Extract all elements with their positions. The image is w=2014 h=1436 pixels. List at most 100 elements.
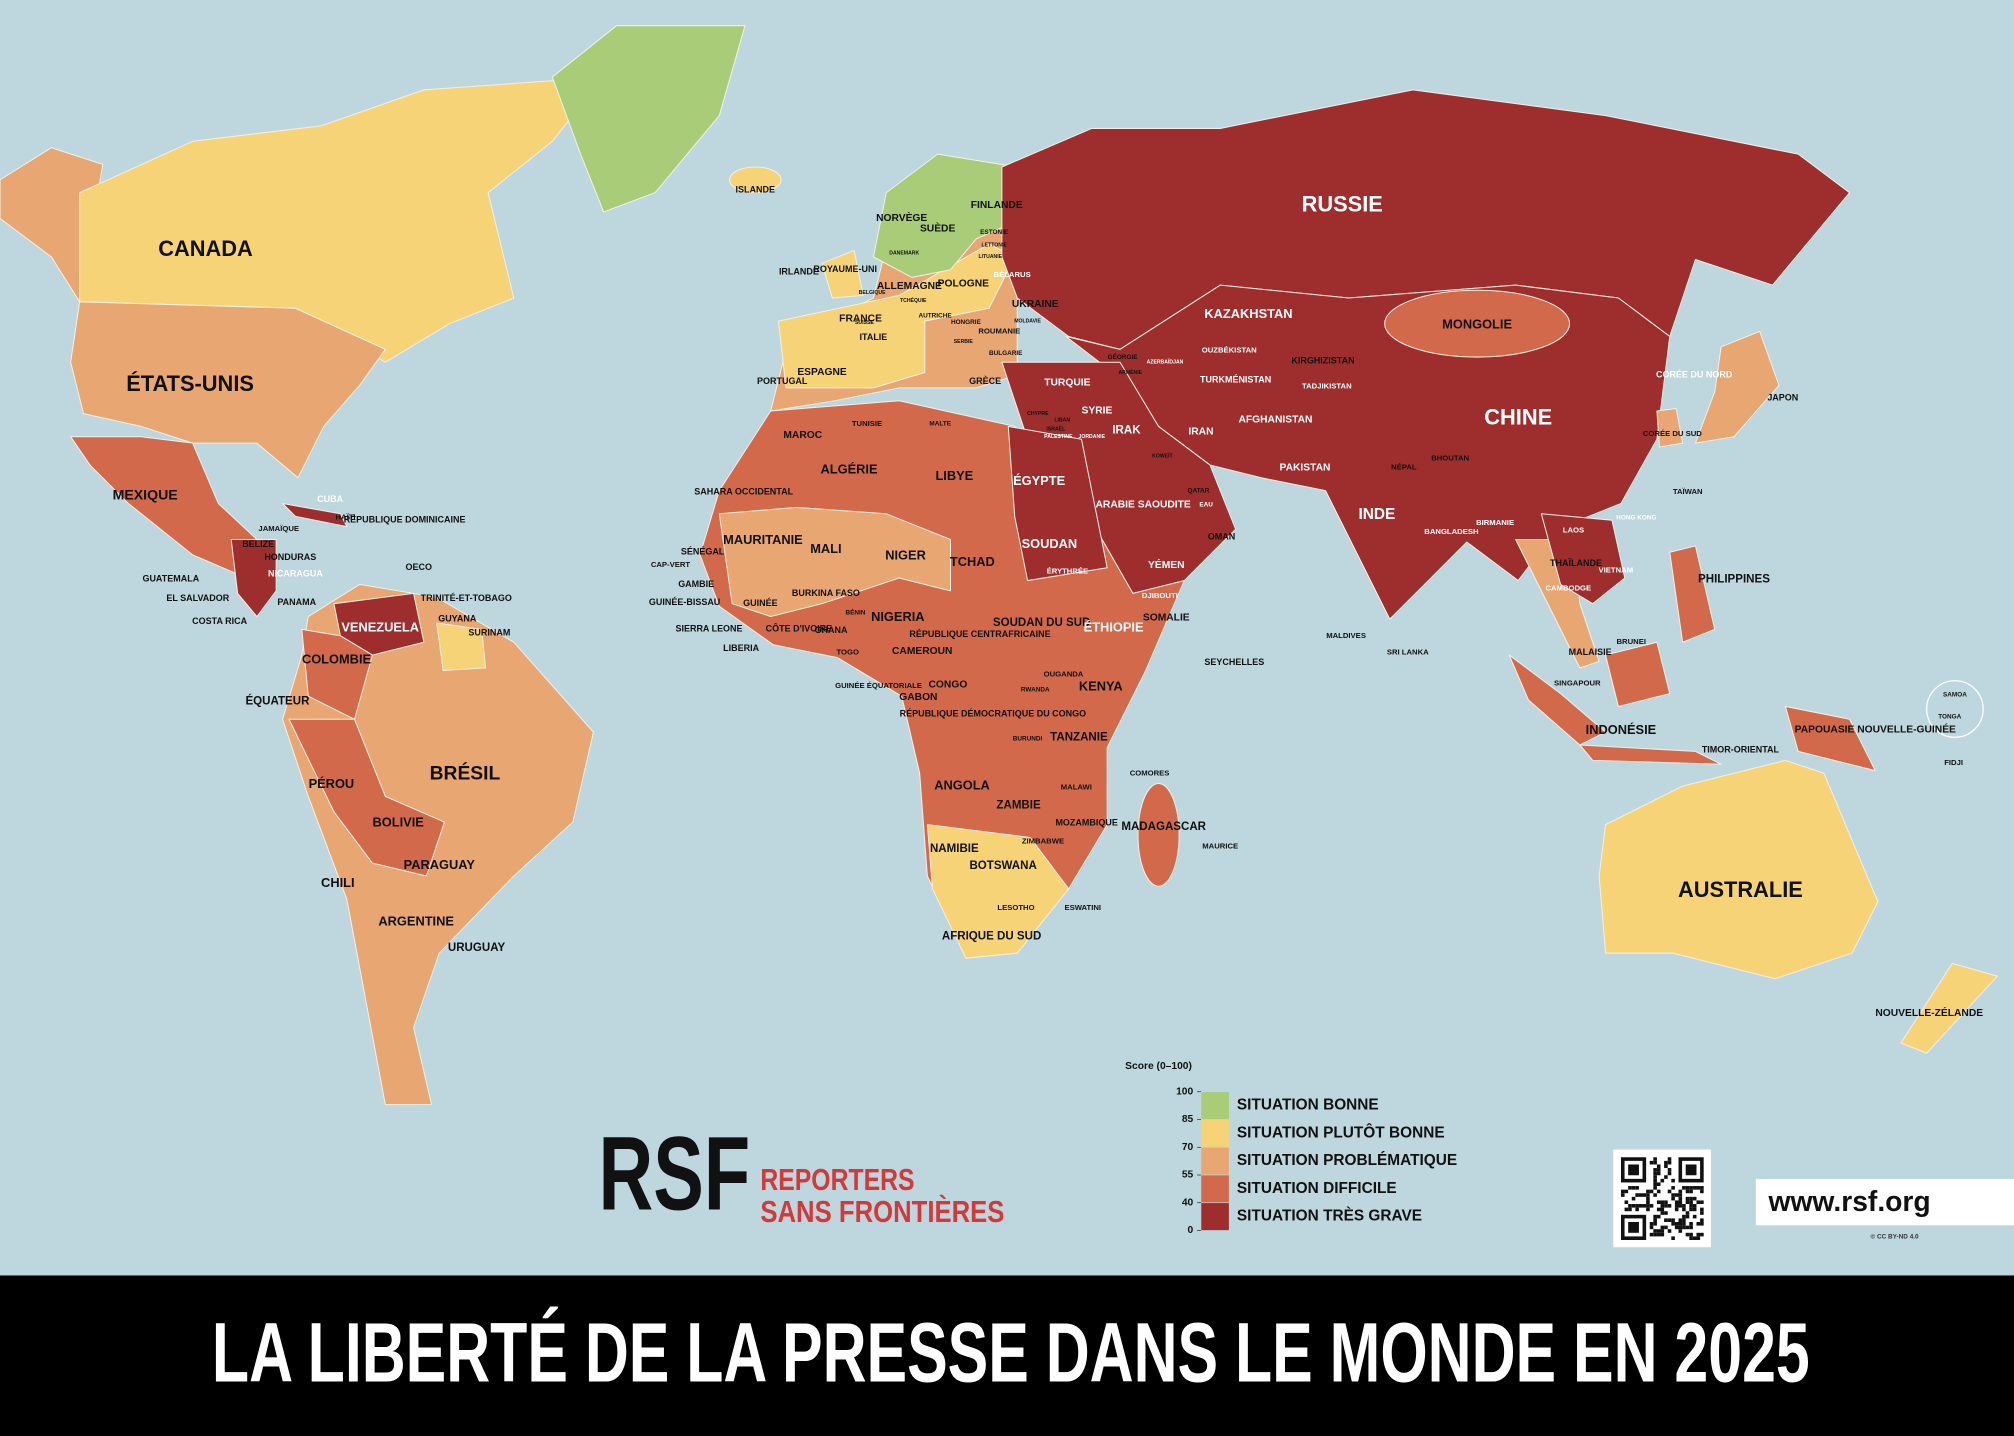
- country-label: PORTUGAL: [757, 376, 808, 386]
- logo-line2: SANS FRONTIÈRES: [760, 1194, 1004, 1229]
- country-label: NICARAGUA: [268, 569, 323, 579]
- country-label: MALAWI: [1061, 782, 1092, 791]
- country-label: GABON: [899, 692, 937, 703]
- qr-module: [1682, 1186, 1686, 1190]
- country-label: CAP-VERT: [651, 560, 691, 569]
- qr-module: [1664, 1175, 1668, 1179]
- country-label: ROUMANIE: [978, 326, 1020, 335]
- qr-module: [1646, 1193, 1650, 1197]
- country-label: BÉLARUS: [994, 270, 1031, 279]
- country-label: MOLDAVIE: [1014, 318, 1041, 324]
- qr-module: [1656, 1168, 1661, 1172]
- country-label: BOLIVIE: [373, 815, 425, 830]
- country-label: BRUNEI: [1616, 637, 1645, 646]
- rsf-logo: RSF REPORTERS SANS FRONTIÈRES: [599, 1116, 1005, 1233]
- country-label: ZIMBABWE: [1022, 836, 1064, 845]
- country-label: BIRMANIE: [1476, 518, 1514, 527]
- qr-module: [1635, 1204, 1639, 1208]
- australia: [1598, 759, 1879, 980]
- country-label: FIDJI: [1944, 758, 1963, 767]
- country-label: BURKINA FASO: [792, 588, 860, 598]
- qr-module: [1700, 1200, 1704, 1205]
- country-label: BANGLADESH: [1424, 527, 1479, 536]
- java: [1579, 744, 1722, 765]
- qr-module: [1689, 1225, 1693, 1230]
- country-label: COLOMBIE: [302, 652, 372, 667]
- qr-module: [1700, 1211, 1704, 1215]
- qr-module: [1653, 1214, 1657, 1219]
- qr-module: [1635, 1186, 1639, 1190]
- country-label: PAKISTAN: [1280, 462, 1331, 473]
- legend-swatch: [1200, 1174, 1230, 1204]
- qr-module: [1656, 1229, 1661, 1233]
- qr-module: [1638, 1204, 1643, 1208]
- legend-tick-label: 100: [1176, 1086, 1193, 1097]
- qr-module: [1667, 1168, 1672, 1172]
- qr-module: [1653, 1175, 1657, 1179]
- qr-module: [1678, 1196, 1683, 1201]
- south-korea: [1656, 407, 1684, 448]
- country-label: CANADA: [158, 236, 253, 261]
- country-label: PANAMA: [277, 597, 316, 607]
- qr-module: [1678, 1189, 1683, 1194]
- qr-module: [1631, 1204, 1636, 1208]
- country-label: TANZANIE: [1050, 731, 1108, 743]
- qr-module: [1692, 1186, 1697, 1190]
- qr-module: [1667, 1189, 1672, 1194]
- qr-module: [1667, 1157, 1672, 1161]
- qr-module: [1678, 1218, 1683, 1223]
- country-label: LESOTHO: [997, 903, 1034, 912]
- page-title: LA LIBERTÉ DE LA PRESSE DANS LE MONDE EN…: [212, 1304, 1810, 1399]
- qr-module: [1631, 1196, 1636, 1201]
- country-label: GUINÉE: [743, 597, 777, 608]
- country-label: VENEZUELA: [341, 619, 419, 634]
- qr-module: [1628, 1207, 1632, 1212]
- country-label: ÉRYTHRÉE: [1047, 567, 1089, 576]
- sahel: [718, 506, 951, 618]
- country-label: MOZAMBIQUE: [1055, 818, 1117, 828]
- country-label: MALTE: [929, 421, 951, 428]
- qr-module: [1646, 1207, 1650, 1212]
- qr-module: [1671, 1218, 1675, 1223]
- qr-module: [1649, 1160, 1654, 1165]
- country-label: TRINITÉ-ET-TOBAGO: [421, 592, 512, 603]
- qr-module: [1660, 1204, 1665, 1208]
- qr-module: [1682, 1214, 1686, 1219]
- country-label: CUBA: [317, 494, 343, 504]
- country-label: OECO: [405, 562, 431, 572]
- country-label: ESWATINI: [1064, 903, 1101, 912]
- qr-module: [1678, 1222, 1683, 1226]
- country-label: PÉROU: [309, 776, 355, 791]
- qr-module: [1660, 1178, 1665, 1183]
- qr-module: [1692, 1214, 1697, 1219]
- country-label: JORDANIE: [1079, 434, 1106, 440]
- qr-module: [1649, 1222, 1654, 1226]
- qr-module: [1692, 1196, 1697, 1201]
- qr-module: [1678, 1204, 1683, 1208]
- country-label: MAROC: [783, 430, 822, 441]
- country-label: RUSSIE: [1302, 191, 1383, 216]
- qr-module: [1628, 1186, 1632, 1190]
- qr-module: [1685, 1211, 1690, 1215]
- country-label: GÉORGIE: [1108, 352, 1139, 361]
- country-label: CONGO: [929, 679, 968, 690]
- legend-tick-label: 85: [1182, 1114, 1194, 1125]
- country-label: UKRAINE: [1012, 299, 1059, 310]
- qr-module: [1649, 1225, 1654, 1230]
- country-label: GAMBIE: [678, 579, 714, 589]
- legend-swatch: [1200, 1146, 1230, 1176]
- country-label: ARABIE SAOUDITE: [1096, 500, 1191, 511]
- country-label: RÉPUBLIQUE DÉMOCRATIQUE DU CONGO: [900, 708, 1087, 719]
- country-label: THAÏLANDE: [1550, 558, 1602, 568]
- country-label: NOUVELLE-ZÉLANDE: [1875, 1006, 1983, 1019]
- country-label: BELGIQUE: [859, 290, 886, 296]
- qr-module: [1646, 1200, 1650, 1205]
- qr-module: [1678, 1200, 1683, 1205]
- legend-swatch: [1200, 1119, 1230, 1148]
- url[interactable]: www.rsf.org: [1767, 1185, 1930, 1217]
- qr-module: [1656, 1171, 1661, 1176]
- qr-module: [1653, 1160, 1657, 1165]
- country-label: PHILIPPINES: [1698, 573, 1770, 585]
- country-label: AZERBAÏDJAN: [1147, 359, 1184, 366]
- qr-module: [1692, 1207, 1697, 1212]
